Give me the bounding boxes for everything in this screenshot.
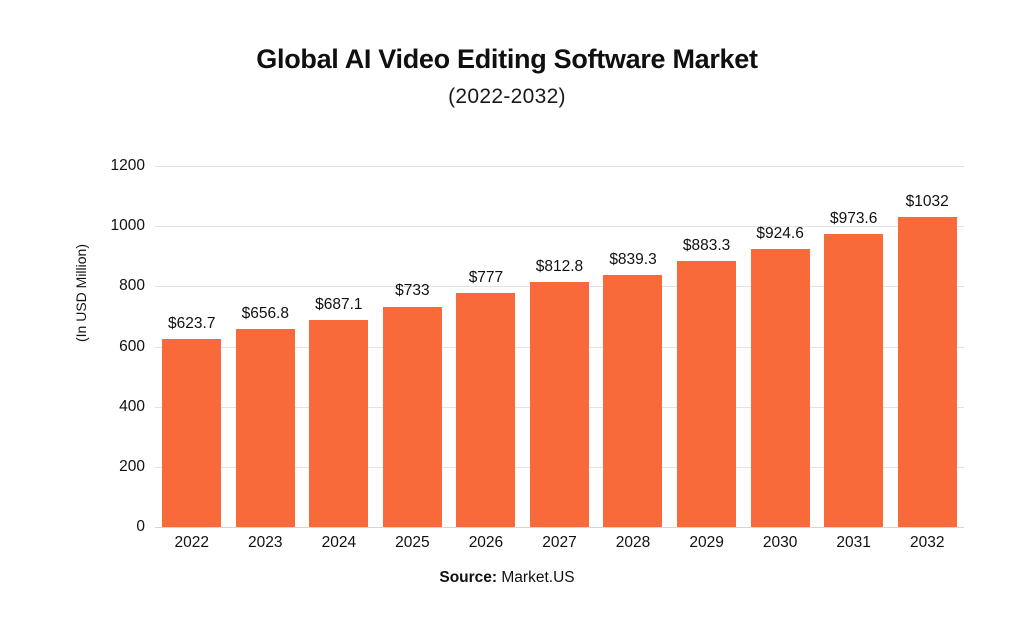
bar-value-label: $623.7: [168, 315, 216, 333]
bar-value-label: $1032: [905, 192, 949, 210]
bar-slot: $839.3: [596, 166, 670, 527]
bar-value-label: $924.6: [756, 224, 804, 242]
x-axis-tick-label: 2023: [248, 534, 283, 551]
chart-title: Global AI Video Editing Software Market: [256, 44, 758, 74]
bar: [235, 329, 295, 527]
bar-value-label: $656.8: [241, 305, 289, 323]
y-axis-tick-label: 400: [119, 397, 145, 415]
bar: [309, 320, 369, 527]
y-axis-title: (In USD Million): [73, 244, 89, 343]
bar-value-label: $777: [468, 269, 504, 287]
bar: [162, 339, 222, 527]
x-axis-tick-label: 2029: [689, 534, 724, 551]
bar-slot: $973.6: [817, 166, 891, 527]
gridline: [155, 166, 964, 167]
bar-value-label: $733: [395, 282, 430, 300]
x-axis-tick-label: 2030: [762, 534, 798, 551]
bar-slot: $623.7: [155, 166, 229, 527]
gridline: [155, 226, 964, 228]
source-note: Source: Market.US: [0, 568, 1014, 588]
y-axis-tick-label: 600: [119, 337, 145, 355]
bar-slot: $812.8: [523, 166, 597, 527]
bar-value-label: $973.6: [829, 210, 878, 228]
y-axis-tick-label: 1000: [110, 217, 145, 235]
bar-value-label: $687.1: [315, 296, 363, 314]
bar: [897, 216, 957, 527]
x-axis-tick-label: 2024: [321, 534, 357, 551]
y-axis-tick-label: 200: [119, 457, 145, 475]
x-axis-tick-label: 2027: [542, 534, 577, 551]
bar: [603, 274, 663, 527]
x-axis-tick-label: 2026: [468, 534, 504, 551]
x-axis-tick-label: 2022: [174, 534, 209, 551]
chart-subtitle: (2022-2032): [448, 85, 566, 108]
y-axis-tick-label: 1200: [110, 157, 145, 174]
bar-slot: $656.8: [229, 166, 303, 527]
source-name: Market.US: [497, 569, 575, 586]
bar-slot: $733: [376, 166, 450, 527]
bar: [456, 293, 516, 527]
x-axis-tick-label: 2031: [836, 534, 871, 551]
bar-slot: $777: [449, 166, 523, 527]
chart-header: Global AI Video Editing Software Market …: [0, 42, 1014, 110]
bar-value-label: $883.3: [682, 237, 731, 255]
bar-series: $623.7 $656.8 $687.1 $733 $777 $812.8 $839.3 $8…: [155, 166, 964, 527]
bar: [750, 248, 810, 527]
bar-slot: $883.3: [670, 166, 744, 527]
plot-area: $623.7 $656.8 $687.1 $733 $777 $812.8 $839.3 $8…: [155, 166, 964, 528]
bar-value-label: $839.3: [609, 250, 657, 268]
bar-slot: $687.1: [302, 166, 376, 527]
bar-slot: $924.6: [743, 166, 817, 527]
bar-slot: $1032: [890, 166, 964, 527]
bar: [824, 234, 884, 527]
bar-value-label: $812.8: [535, 258, 584, 276]
x-axis-tick-label: 2028: [615, 534, 651, 551]
x-axis-tick-label: 2025: [395, 534, 430, 551]
y-axis-tick-label: 800: [119, 277, 145, 295]
y-axis-tick-label: 0: [136, 518, 145, 535]
source-label: Source:: [439, 569, 498, 586]
bar: [382, 306, 442, 527]
bar: [529, 282, 589, 527]
x-axis-tick-label: 2032: [909, 534, 945, 551]
bar: [677, 261, 737, 527]
gridline: [155, 527, 964, 528]
